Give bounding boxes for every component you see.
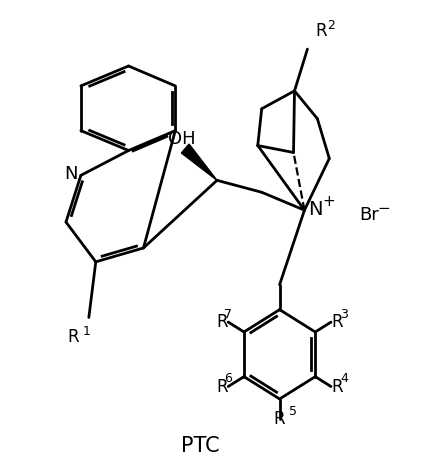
Text: 7: 7 bbox=[224, 308, 232, 321]
Text: +: + bbox=[322, 194, 335, 209]
Text: R: R bbox=[67, 328, 79, 346]
Text: R: R bbox=[274, 410, 286, 428]
Text: 6: 6 bbox=[224, 373, 232, 385]
Text: N: N bbox=[308, 200, 322, 219]
Text: 1: 1 bbox=[82, 325, 90, 338]
Text: 2: 2 bbox=[327, 18, 334, 32]
Text: R: R bbox=[217, 377, 228, 395]
Text: −: − bbox=[377, 201, 390, 216]
Text: 4: 4 bbox=[341, 373, 348, 385]
Text: 5: 5 bbox=[289, 405, 297, 418]
Text: R: R bbox=[217, 313, 228, 331]
Text: R: R bbox=[315, 22, 327, 40]
Text: Br: Br bbox=[359, 206, 379, 224]
Text: R: R bbox=[331, 377, 343, 395]
Text: R: R bbox=[331, 313, 343, 331]
Text: OH: OH bbox=[168, 130, 196, 148]
Polygon shape bbox=[181, 144, 217, 180]
Text: 3: 3 bbox=[341, 308, 348, 321]
Text: PTC: PTC bbox=[181, 436, 220, 456]
Text: N: N bbox=[65, 166, 78, 184]
